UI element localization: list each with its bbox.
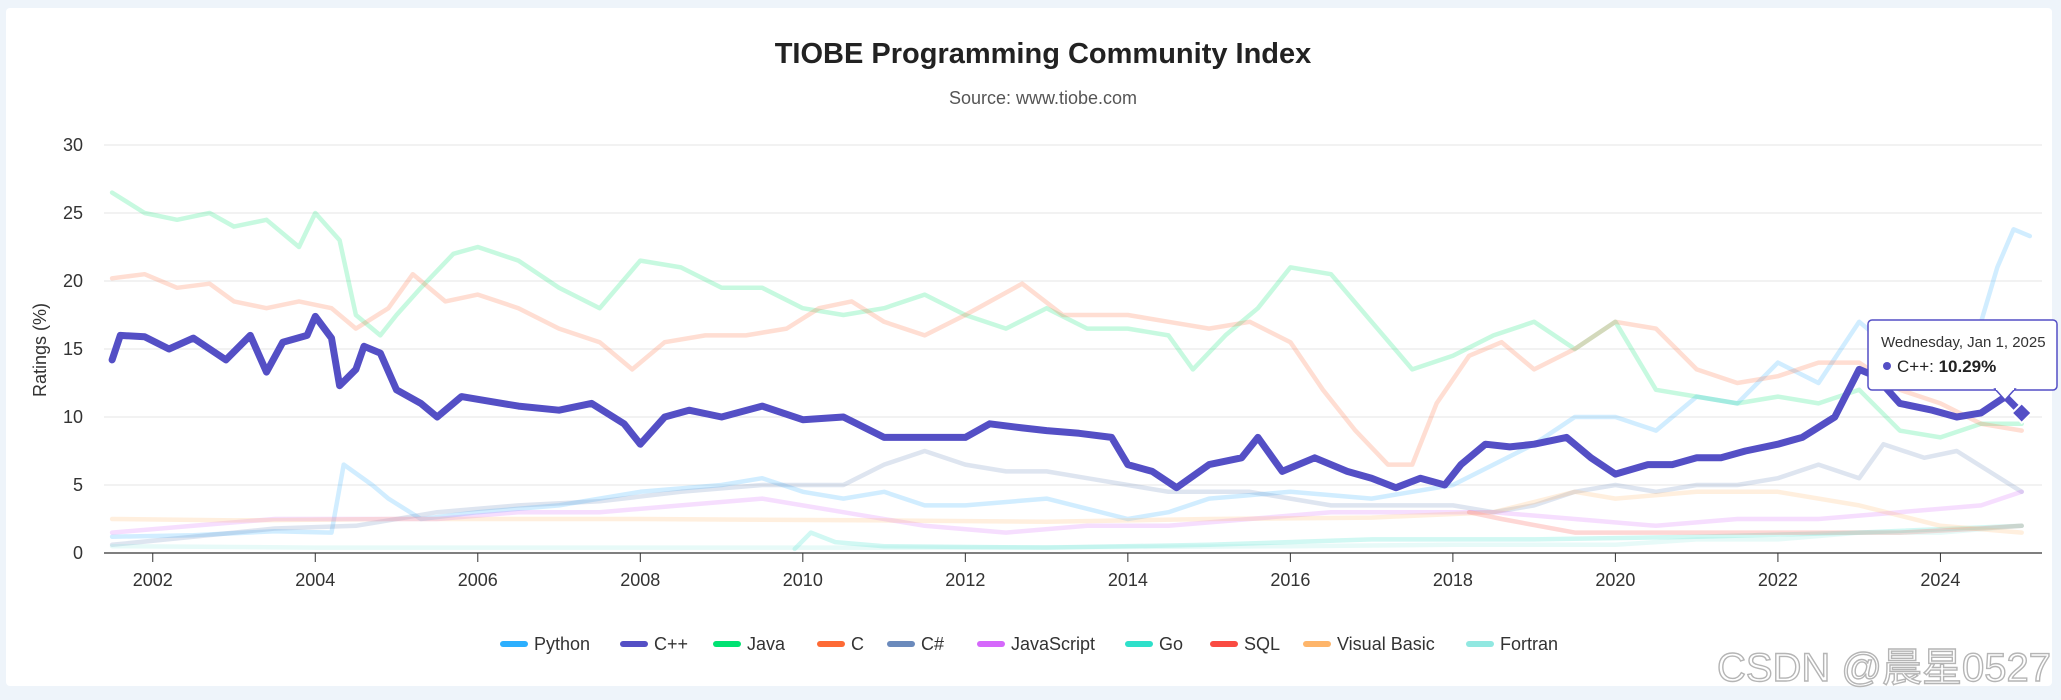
x-tick-label: 2006	[458, 570, 498, 590]
y-tick-label: 25	[63, 203, 83, 223]
y-tick-label: 20	[63, 271, 83, 291]
hover-point-marker[interactable]	[2010, 401, 2033, 425]
x-axis: 2002 2004 2006 2008 2010 2012 2014 2016 2018 2020…	[104, 552, 2042, 590]
tooltip-series-marker	[1883, 362, 1891, 370]
x-tick-label: 2010	[783, 570, 823, 590]
x-tick-label: 2012	[945, 570, 985, 590]
tooltip-date: Wednesday, Jan 1, 2025	[1881, 334, 2046, 351]
tooltip-series-name: C++	[1897, 357, 1929, 376]
y-tick-label: 15	[63, 339, 83, 359]
legend-label: Java	[747, 634, 786, 654]
legend-item[interactable]: Python	[500, 634, 590, 654]
legend-item[interactable]: Java	[713, 634, 786, 654]
legend-label: Go	[1159, 634, 1183, 654]
y-axis-ticks: 0 5 10 15 20 25 30	[63, 135, 83, 563]
x-tick-label: 2024	[1920, 570, 1960, 590]
legend-item[interactable]: C#	[887, 634, 944, 654]
csdn-watermark: CSDN @晨星0527	[1717, 646, 2051, 690]
series-line-fortran[interactable]	[109, 523, 2024, 550]
legend-label: C#	[921, 634, 944, 654]
legend-item[interactable]: C++	[620, 634, 688, 654]
legend-item[interactable]: C	[817, 634, 864, 654]
series-lines	[108, 190, 2033, 552]
chart-title: TIOBE Programming Community Index	[775, 38, 1312, 70]
series-line-java[interactable]	[109, 190, 2024, 440]
series-line-javascript[interactable]	[109, 489, 2024, 535]
x-tick-label: 2020	[1595, 570, 1635, 590]
legend-item[interactable]: JavaScript	[977, 634, 1095, 654]
x-tick-label: 2014	[1108, 570, 1148, 590]
legend-item[interactable]: Fortran	[1466, 634, 1558, 654]
y-tick-label: 30	[63, 135, 83, 155]
legend-item[interactable]: Visual Basic	[1303, 634, 1435, 654]
chart-subtitle: Source: www.tiobe.com	[949, 88, 1137, 108]
legend: Python C++ Java C C# JavaScript Go SQL Visual Ba…	[500, 634, 1558, 654]
legend-label: C	[851, 634, 864, 654]
y-tick-label: 0	[73, 543, 83, 563]
tooltip-box	[1867, 319, 2058, 391]
legend-label: JavaScript	[1011, 634, 1095, 654]
x-tick-label: 2008	[620, 570, 660, 590]
svg-text:C++: 10.29%: C++: 10.29%	[1897, 357, 1996, 376]
series-line-visual-basic[interactable]	[109, 489, 2024, 535]
legend-item[interactable]: SQL	[1210, 634, 1280, 654]
y-axis-title: Ratings (%)	[30, 303, 50, 397]
tooltip-pointer-mask	[1996, 386, 2014, 390]
series-line-csharp[interactable]	[109, 441, 2024, 548]
x-tick-label: 2018	[1433, 570, 1473, 590]
legend-label: Fortran	[1500, 634, 1558, 654]
series-line-sql[interactable]	[1466, 509, 2024, 535]
legend-label: C++	[654, 634, 688, 654]
series-line-c[interactable]	[109, 271, 2024, 467]
series-line-python[interactable]	[109, 227, 2033, 539]
series-line-go[interactable]	[792, 523, 2024, 552]
legend-label: Python	[534, 634, 590, 654]
series-line-cpp[interactable]	[108, 312, 2026, 492]
x-tick-label: 2016	[1270, 570, 1310, 590]
x-tick-label: 2002	[133, 570, 173, 590]
legend-label: SQL	[1244, 634, 1280, 654]
x-tick-label: 2004	[295, 570, 335, 590]
legend-label: Visual Basic	[1337, 634, 1435, 654]
legend-item[interactable]: Go	[1125, 634, 1183, 654]
x-tick-label: 2022	[1758, 570, 1798, 590]
chart-card	[6, 8, 2052, 686]
tooltip: Wednesday, Jan 1, 2025 C++: 10.29%	[1867, 319, 2058, 402]
y-tick-label: 10	[63, 407, 83, 427]
tooltip-value: 10.29%	[1939, 357, 1997, 376]
y-tick-label: 5	[73, 475, 83, 495]
